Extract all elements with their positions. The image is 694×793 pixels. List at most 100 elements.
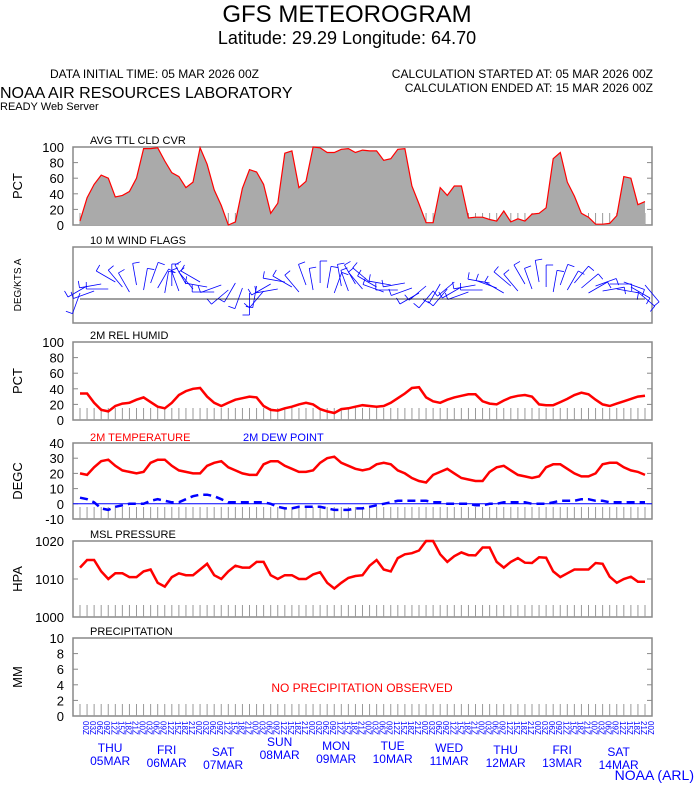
day-of-week: THU [493,743,518,757]
wind-barb [326,266,332,289]
hour-label: 21Z [582,721,591,735]
hour-label: 03Z [201,721,210,735]
cloud-area [80,147,645,225]
y-tick-label: 100 [42,335,64,350]
hour-label: 06Z [491,721,500,735]
hour-label: 12Z [561,721,570,735]
wind-barb [340,270,349,292]
y-axis-label: MM [10,666,25,688]
hour-label: 09Z [159,721,168,735]
wind-barb-flag [649,305,656,312]
y-tick-label: 0 [57,709,64,724]
day-of-week: MON [322,739,350,753]
hour-label: 18Z [519,721,528,735]
no-precip-annotation: NO PRECIPITATION OBSERVED [271,681,453,695]
day-date: 14MAR [599,758,639,772]
hour-label: 09Z [611,721,620,735]
wind-barb-flag [535,258,543,261]
wind-barb-flag [228,305,236,310]
hour-label: 06Z [378,721,387,735]
calc-started: CALCULATION STARTED AT: 05 MAR 2026 00Z [392,67,653,81]
wind-barb [180,270,201,283]
wind-barb [588,281,608,294]
wind-barb-flag [107,265,114,271]
hour-label: 00Z [364,721,373,735]
wind-barb-flag [432,290,438,297]
hour-label: 00Z [477,721,486,735]
y-tick-label: 2 [57,693,64,708]
hour-label: 00Z [138,721,147,735]
wind-barb [200,284,222,293]
wind-barb [143,268,148,291]
hour-label: 00Z [307,721,316,735]
wind-barb [418,290,434,309]
wind-barb-flag [309,266,317,269]
hour-label: 18Z [349,721,358,735]
wind-barb [234,287,243,309]
hour-label: 12Z [109,721,118,735]
hour-label: 00Z [533,721,542,735]
server-name: READY Web Server [0,101,99,113]
wind-barb [503,273,519,292]
day-date: 12MAR [486,756,526,770]
wind-barb-flag [298,261,306,265]
wind-barb-flag [341,271,349,276]
hour-label: 06Z [434,721,443,735]
wind-barb [559,264,569,286]
wind-barb [252,285,257,308]
wind-barb [272,275,293,288]
wind-barb [581,273,599,289]
hour-label: 15Z [116,721,125,735]
wind-barb [566,270,579,291]
wind-barb [79,283,102,289]
wind-barb [493,271,512,287]
wind-barb-flag [422,299,430,304]
wind-barb-flag [513,261,521,266]
y-tick-label: 6 [57,662,64,677]
wind-barb [337,264,342,287]
wind-barb [574,265,589,284]
calc-ended: CALCULATION ENDED AT: 15 MAR 2026 00Z [405,81,653,95]
wind-barb-flag [180,264,185,272]
series-line [79,539,645,591]
wind-barb [170,270,180,292]
y-axis-label: DEG/KTS A [13,258,24,311]
initial-time: DATA INITIAL TIME: 05 MAR 2026 00Z [50,67,259,81]
wind-barb [644,284,660,303]
hour-label: 15Z [399,721,408,735]
hour-label: 00Z [251,721,260,735]
y-tick-label: 1000 [35,610,64,625]
y-tick-label: 20 [50,202,64,217]
y-tick-label: 40 [50,382,64,397]
chart-subtitle: Latitude: 29.29 Longitude: 64.70 [218,28,476,48]
wind-barb-flag [197,285,201,293]
hour-label: 21Z [356,721,365,735]
hour-label: 12Z [618,721,627,735]
wind-barb-flag [352,262,358,269]
wind-barb [96,270,116,283]
wind-barb-flag [65,310,73,315]
wind-barb [602,286,625,292]
hour-label: 21Z [243,721,252,735]
day-date: 05MAR [90,754,130,768]
y-tick-label: 40 [50,187,64,202]
panel-title: 2M REL HUMID [90,330,168,342]
y-tick-label: 80 [50,156,64,171]
wind-barb-flag [588,265,595,271]
wind-barb-flag [641,289,645,297]
hour-label: 12Z [279,721,288,735]
hour-label: 15Z [173,721,182,735]
hour-label: 15Z [512,721,521,735]
wind-barb-flag [284,270,291,276]
org-name: NOAA AIR RESOURCES LABORATORY [0,85,293,102]
hour-label: 03Z [314,721,323,735]
wind-barb-flag [254,285,257,293]
hour-label: 18Z [406,721,415,735]
legend-entry: 2M DEW POINT [243,432,324,444]
wind-barb [362,284,384,293]
y-axis-label: PCT [10,368,25,394]
wind-barb [263,277,285,283]
y-tick-label: 1020 [35,534,64,549]
wind-barb [73,290,95,299]
wind-barb-flag [64,290,69,298]
